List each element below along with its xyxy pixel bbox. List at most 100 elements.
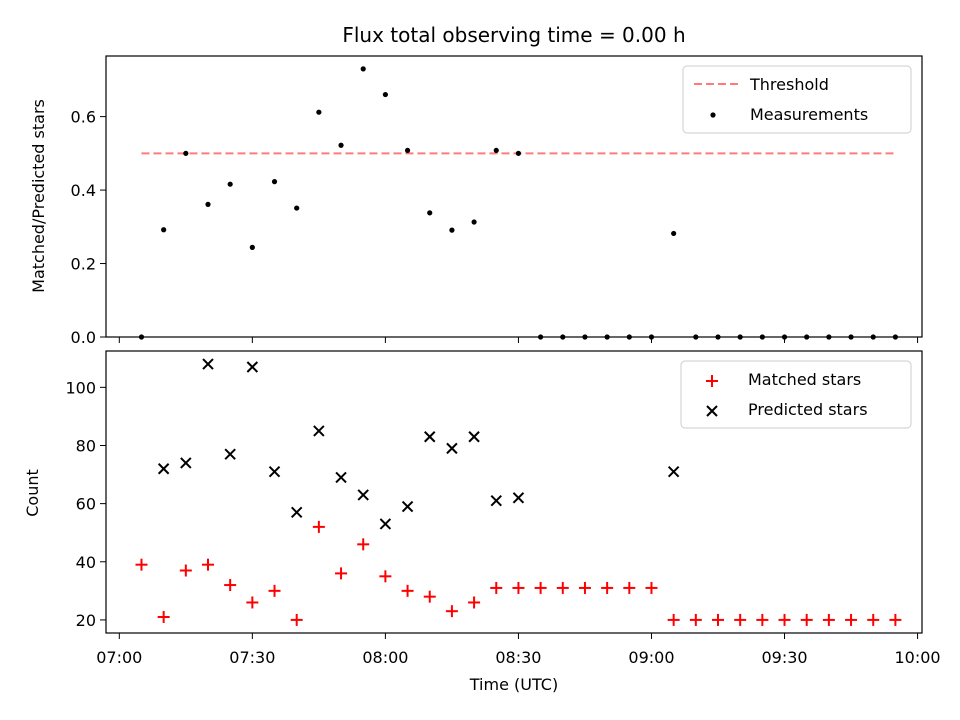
- predicted-stars-point: [290, 506, 303, 519]
- matched-stars-point: [290, 613, 303, 626]
- matched-stars-point: [512, 581, 525, 594]
- measurement-point: [715, 334, 721, 340]
- measurement-point: [382, 91, 388, 98]
- matched-stars-point: [734, 613, 747, 626]
- xtick-label: 09:30: [761, 648, 807, 667]
- predicted-stars-point: [335, 471, 347, 484]
- legend-measurements-marker: [710, 112, 716, 118]
- measurement-point: [826, 334, 832, 340]
- measurement-point: [892, 334, 898, 340]
- matched-stars-point: [312, 520, 325, 533]
- legend-matched-marker: [706, 375, 718, 387]
- bottom-plot-frame: [105, 350, 923, 634]
- xtick-label: 08:00: [362, 648, 408, 667]
- predicted-stars-point: [446, 442, 458, 455]
- measurement-point: [249, 244, 255, 250]
- matched-stars-point: [778, 613, 791, 626]
- predicted-stars-point: [202, 358, 214, 370]
- measurement-point: [671, 230, 677, 237]
- predicted-stars-point: [246, 361, 259, 373]
- matched-stars-point: [135, 558, 148, 571]
- predicted-stars-point: [512, 492, 525, 504]
- matched-stars-point: [401, 584, 414, 597]
- matched-stars-point: [623, 581, 636, 594]
- measurement-point: [138, 334, 145, 340]
- matched-stars-point: [202, 558, 214, 571]
- measurement-point: [759, 334, 765, 340]
- bottom-ytick-label: 100: [65, 378, 96, 397]
- predicted-stars-point: [379, 518, 392, 530]
- matched-stars-point: [468, 596, 481, 609]
- matched-stars-point: [268, 584, 281, 597]
- matched-stars-point: [867, 613, 880, 626]
- measurement-point: [648, 334, 655, 340]
- measurement-point: [360, 66, 366, 72]
- measurement-point: [227, 181, 233, 187]
- measurement-point: [582, 334, 588, 340]
- measurement-point: [737, 334, 743, 340]
- measurement-point: [560, 334, 566, 340]
- top-ytick-label: 0.0: [71, 328, 96, 347]
- measurement-point: [693, 334, 699, 340]
- bottom-ylabel: Count: [23, 469, 42, 517]
- measurement-point: [183, 150, 189, 156]
- matched-stars-point: [357, 538, 370, 551]
- xtick-label: 07:00: [96, 648, 142, 667]
- predicted-stars-point: [180, 457, 192, 469]
- matched-stars-point: [445, 605, 458, 618]
- measurement-point: [604, 334, 610, 340]
- predicted-stars-point: [468, 431, 480, 443]
- top-legend-box: [682, 65, 912, 134]
- predicted-stars-point: [268, 465, 281, 478]
- matched-stars-point: [822, 613, 835, 626]
- top-panel: 0.0 0.2 0.4 0.6 Matched/Predicted stars Thr…: [29, 55, 923, 347]
- top-ytick-label: 0.4: [71, 181, 96, 200]
- top-ytick-label: 0.2: [71, 255, 96, 274]
- measurement-point: [538, 334, 544, 340]
- predicted-stars-point: [667, 465, 680, 478]
- legend-measurements-label: Measurements: [750, 105, 868, 124]
- matched-stars-point: [423, 590, 436, 603]
- matched-stars-point: [490, 581, 503, 594]
- matched-stars-point: [335, 567, 348, 580]
- matched-stars-point: [157, 611, 170, 624]
- top-plot-frame: [105, 55, 923, 338]
- matched-stars-point: [601, 581, 614, 594]
- matched-stars-point: [845, 613, 858, 626]
- chart-title: Flux total observing time = 0.00 h: [342, 23, 685, 47]
- matched-stars-point: [889, 613, 902, 626]
- matched-stars-point: [534, 581, 547, 594]
- measurement-point: [449, 227, 455, 233]
- top-ylabel: Matched/Predicted stars: [29, 99, 48, 293]
- predicted-stars-point: [357, 489, 369, 501]
- predicted-stars-point: [313, 425, 325, 437]
- matched-stars-point: [645, 581, 658, 594]
- matched-stars-point: [756, 613, 769, 626]
- bottom-ytick-label: 20: [76, 611, 96, 630]
- measurement-point: [781, 334, 788, 340]
- matched-stars-point: [224, 579, 237, 592]
- measurement-point: [515, 150, 522, 156]
- predicted-stars-point: [401, 500, 414, 513]
- predicted-stars-point: [490, 495, 502, 507]
- measurement-point: [804, 334, 810, 340]
- measurement-point: [316, 109, 322, 115]
- legend-predicted-label: Predicted stars: [748, 400, 868, 419]
- matched-stars-point: [246, 596, 259, 609]
- top-legend: Threshold Measurements: [682, 65, 912, 134]
- xtick-label: 10:00: [895, 648, 941, 667]
- measurement-point: [205, 201, 211, 207]
- measurement-point: [404, 147, 411, 154]
- xtick-label: 07:30: [229, 648, 275, 667]
- measurement-point: [427, 210, 433, 216]
- xtick-label: 09:00: [628, 648, 674, 667]
- matched-stars-point: [800, 613, 813, 626]
- x-axis-label: Time (UTC): [469, 675, 558, 694]
- bottom-panel: 20 40 60 80 100 07:00 07:30 08:00 08:30 09:00 09:…: [23, 350, 941, 694]
- bottom-ytick-label: 80: [76, 436, 96, 455]
- top-ytick-label: 0.6: [71, 108, 96, 127]
- bottom-ytick-label: 40: [76, 553, 96, 572]
- bottom-legend-box: [680, 360, 912, 429]
- measurement-point: [161, 227, 167, 233]
